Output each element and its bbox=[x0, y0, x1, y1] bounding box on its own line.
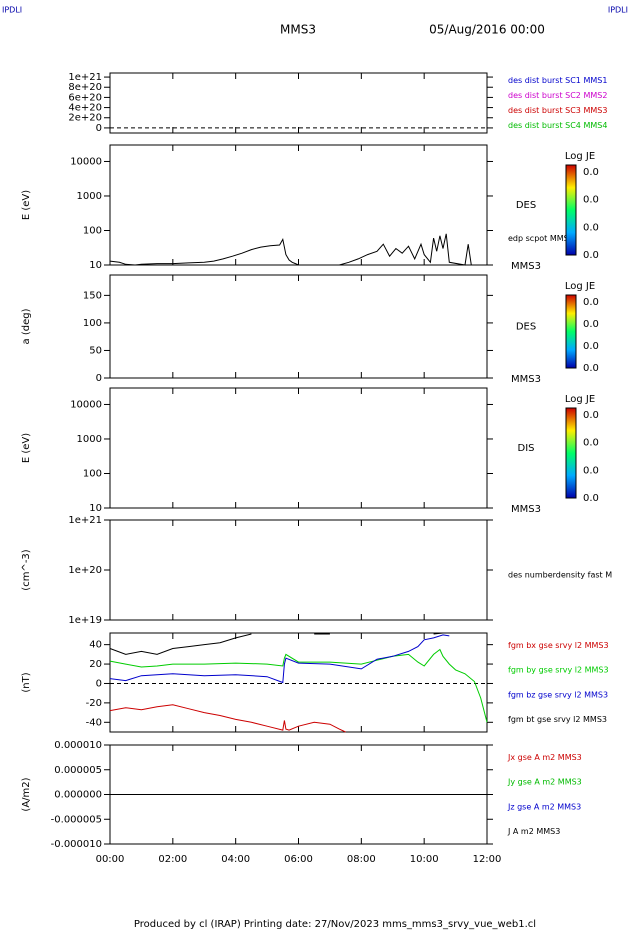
panel-frame bbox=[109, 632, 488, 733]
colorbar-title: Log JE bbox=[565, 151, 595, 162]
legend-entry: Jx gse A m2 MMS3 bbox=[507, 753, 582, 762]
panel-frame bbox=[109, 519, 488, 621]
colorbar-tick-label: 0.0 bbox=[583, 363, 599, 374]
colorbar bbox=[565, 407, 577, 499]
y-tick-label: 10000 bbox=[70, 156, 102, 167]
data-line bbox=[109, 632, 450, 655]
legend-entry: des numberdensity fast M bbox=[508, 571, 612, 580]
y-tick-label: 0 bbox=[96, 373, 102, 384]
panel-annotation: DES bbox=[516, 200, 536, 211]
colorbar-tick-label: 0.0 bbox=[583, 341, 599, 352]
y-tick-label: 40 bbox=[89, 640, 102, 651]
spacecraft-title: MMS3 bbox=[280, 23, 316, 37]
x-tick-label: 10:00 bbox=[410, 854, 439, 865]
colorbar-tick-label: 0.0 bbox=[583, 493, 599, 504]
y-tick-label: -20 bbox=[86, 698, 102, 709]
x-tick-label: 04:00 bbox=[221, 854, 250, 865]
y-tick-label: 1e+21 bbox=[68, 515, 102, 526]
y-tick-label: 150 bbox=[83, 290, 102, 301]
y-tick-label: 4e+20 bbox=[68, 103, 102, 114]
colorbar-tick-label: 0.0 bbox=[583, 250, 599, 261]
colorbar-title: Log JE bbox=[565, 394, 595, 405]
y-tick-label: 6e+20 bbox=[68, 92, 102, 103]
date-title: 05/Aug/2016 00:00 bbox=[429, 23, 545, 37]
legend-entry: edp scpot MMS3 bbox=[508, 234, 574, 243]
y-tick-label: 0 bbox=[96, 123, 102, 134]
y-axis-label: a (deg) bbox=[21, 308, 32, 344]
colorbar-tick-label: 0.0 bbox=[583, 438, 599, 449]
y-axis-label: (nT) bbox=[21, 672, 32, 692]
y-tick-label: 1000 bbox=[77, 191, 102, 202]
legend-entry: Jy gse A m2 MMS3 bbox=[507, 778, 582, 787]
colorbar bbox=[565, 294, 577, 369]
y-tick-label: 100 bbox=[83, 318, 102, 329]
y-axis-label: (A/m2) bbox=[21, 777, 32, 811]
legend-entry: fgm bx gse srvy l2 MMS3 bbox=[508, 641, 609, 650]
y-tick-label: 100 bbox=[83, 225, 102, 236]
panel-frame bbox=[109, 387, 488, 509]
y-axis-label: (cm^-3) bbox=[21, 549, 32, 590]
colorbar-tick-label: 0.0 bbox=[583, 465, 599, 476]
y-tick-label: 0.000005 bbox=[54, 765, 102, 776]
colorbar-tick-label: 0.0 bbox=[583, 410, 599, 421]
y-tick-label: 1e+19 bbox=[68, 615, 102, 626]
x-tick-label: 02:00 bbox=[158, 854, 187, 865]
y-tick-label: 20 bbox=[89, 659, 102, 670]
y-tick-label: 10000 bbox=[70, 399, 102, 410]
legend-entry: des dist burst SC2 MMS2 bbox=[508, 91, 607, 100]
footer: Produced by cl (IRAP) Printing date: 27/… bbox=[134, 919, 536, 930]
colorbar-title: Log JE bbox=[565, 281, 595, 292]
colorbar-tick-label: 0.0 bbox=[583, 319, 599, 330]
colorbar-tick-label: 0.0 bbox=[583, 195, 599, 206]
panel-frame bbox=[109, 144, 488, 266]
colorbar-tick-label: 0.0 bbox=[583, 167, 599, 178]
y-tick-label: 1000 bbox=[77, 434, 102, 445]
data-line bbox=[109, 233, 472, 266]
y-tick-label: -0.000010 bbox=[51, 839, 102, 850]
x-tick-label: 12:00 bbox=[473, 854, 502, 865]
y-tick-label: -0.000005 bbox=[51, 814, 102, 825]
legend-entry: fgm bt gse srvy l2 MMS3 bbox=[508, 715, 607, 724]
legend-entry: des dist burst SC4 MMS4 bbox=[508, 121, 607, 130]
y-tick-label: 50 bbox=[89, 345, 102, 356]
panel-annotation: MMS3 bbox=[511, 504, 541, 515]
legend-entry: Jz gse A m2 MMS3 bbox=[507, 802, 581, 811]
y-tick-label: 0.000010 bbox=[54, 740, 102, 751]
corner-label: IPDLI bbox=[608, 6, 628, 15]
colorbar bbox=[565, 164, 577, 256]
legend-entry: fgm by gse srvy l2 MMS3 bbox=[508, 666, 609, 675]
panel-frame bbox=[109, 274, 488, 379]
x-tick-label: 06:00 bbox=[284, 854, 313, 865]
y-tick-label: 10 bbox=[89, 260, 102, 271]
legend-entry: fgm bz gse srvy l2 MMS3 bbox=[508, 690, 608, 699]
y-tick-label: 2e+20 bbox=[68, 113, 102, 124]
legend-entry: des dist burst SC1 MMS1 bbox=[508, 76, 607, 85]
legend-entry: des dist burst SC3 MMS3 bbox=[508, 106, 607, 115]
y-tick-label: -40 bbox=[86, 717, 102, 728]
y-tick-label: 1e+21 bbox=[68, 72, 102, 83]
data-line bbox=[109, 648, 488, 723]
panel-annotation: MMS3 bbox=[511, 261, 541, 272]
y-tick-label: 8e+20 bbox=[68, 82, 102, 93]
y-axis-label: E (eV) bbox=[21, 433, 32, 463]
data-line bbox=[109, 634, 450, 684]
y-tick-label: 1e+20 bbox=[68, 565, 102, 576]
panel-annotation: DES bbox=[516, 322, 536, 333]
colorbar-tick-label: 0.0 bbox=[583, 222, 599, 233]
y-tick-label: 0 bbox=[96, 678, 102, 689]
y-tick-label: 0.000000 bbox=[54, 790, 102, 801]
y-tick-label: 10 bbox=[89, 503, 102, 514]
y-axis-label: E (eV) bbox=[21, 190, 32, 220]
panel-annotation: MMS3 bbox=[511, 374, 541, 385]
data-line bbox=[109, 704, 346, 733]
legend-entry: J A m2 MMS3 bbox=[507, 827, 560, 836]
colorbar-tick-label: 0.0 bbox=[583, 297, 599, 308]
corner-label: IPDLI bbox=[2, 6, 22, 15]
y-tick-label: 100 bbox=[83, 468, 102, 479]
panel-frame bbox=[109, 72, 488, 134]
panel-annotation: DIS bbox=[518, 443, 535, 454]
x-tick-label: 08:00 bbox=[347, 854, 376, 865]
x-tick-label: 00:00 bbox=[96, 854, 125, 865]
